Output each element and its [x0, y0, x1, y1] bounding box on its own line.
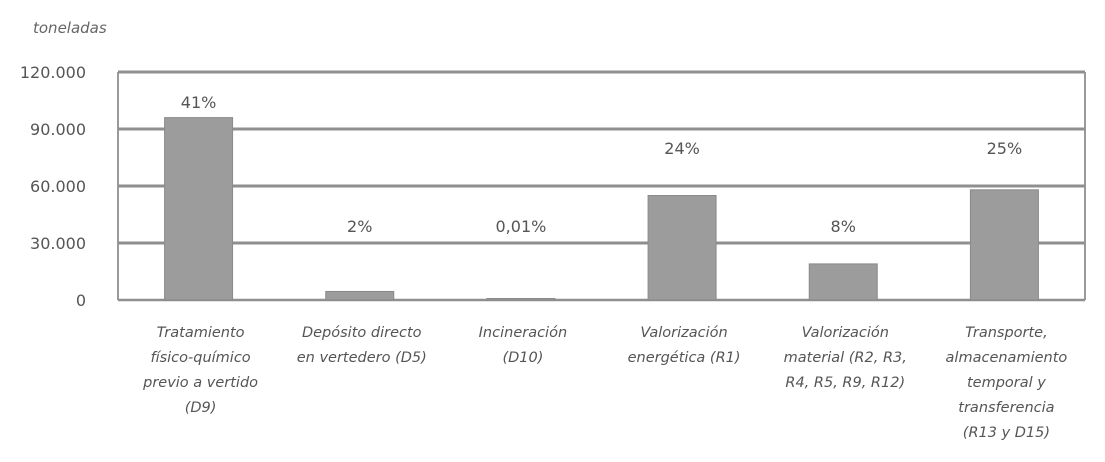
- category-label-2-line-1: (D10): [502, 350, 543, 366]
- category-label-3-line-1: energética (R1): [628, 350, 741, 366]
- data-label-2: 0,01%: [496, 217, 547, 236]
- category-label-5-line-1: almacenamiento: [946, 350, 1068, 366]
- data-label-3: 24%: [664, 139, 700, 158]
- y-tick-label-1: 30.000: [30, 234, 86, 253]
- category-labels: Tratamiento físico-químico previo a vertid…: [142, 325, 1067, 441]
- bar-4: [808, 263, 878, 301]
- data-label-1: 2%: [347, 217, 372, 236]
- category-label-5-line-2: temporal y: [967, 375, 1046, 391]
- bar-5: [969, 189, 1039, 301]
- category-label-0-line-2: previo a vertido: [142, 375, 258, 391]
- data-label-5: 25%: [987, 139, 1023, 158]
- category-label-5-line-0: Transporte,: [965, 325, 1048, 341]
- category-label-4-line-0: Valorización: [802, 325, 889, 341]
- category-label-0-line-0: Tratamiento: [157, 325, 245, 341]
- category-label-0-line-3: (D9): [185, 400, 217, 416]
- bar-2: [486, 298, 556, 301]
- category-label-3-line-0: Valorización: [640, 325, 727, 341]
- bars: [164, 117, 1039, 301]
- category-label-1-line-0: Depósito directo: [302, 325, 422, 341]
- y-tick-label-3: 90.000: [30, 120, 86, 139]
- y-tick-label-4: 120.000: [20, 63, 86, 82]
- y-tick-label-2: 60.000: [30, 177, 86, 196]
- category-label-0-line-1: físico-químico: [150, 350, 250, 366]
- data-label-4: 8%: [831, 217, 856, 236]
- category-label-5-line-3: transferencia: [958, 400, 1054, 416]
- bar-1: [325, 290, 395, 301]
- y-tick-labels: 0 30.000 60.000 90.000 120.000: [20, 63, 86, 310]
- category-label-5-line-4: (R13 y D15): [963, 425, 1050, 441]
- gridlines: [117, 70, 1086, 302]
- data-label-0: 41%: [181, 93, 217, 112]
- bar-0: [164, 117, 234, 301]
- category-label-1-line-1: en vertedero (D5): [297, 350, 427, 366]
- y-axis-title: toneladas: [33, 19, 107, 37]
- y-tick-label-0: 0: [76, 291, 86, 310]
- data-labels: 41% 2% 0,01% 24% 8% 25%: [181, 93, 1022, 236]
- bar-3: [647, 195, 717, 301]
- category-label-2-line-0: Incineración: [479, 325, 568, 341]
- category-label-4-line-2: R4, R5, R9, R12): [785, 375, 905, 391]
- category-label-4-line-1: material (R2, R3,: [784, 350, 907, 366]
